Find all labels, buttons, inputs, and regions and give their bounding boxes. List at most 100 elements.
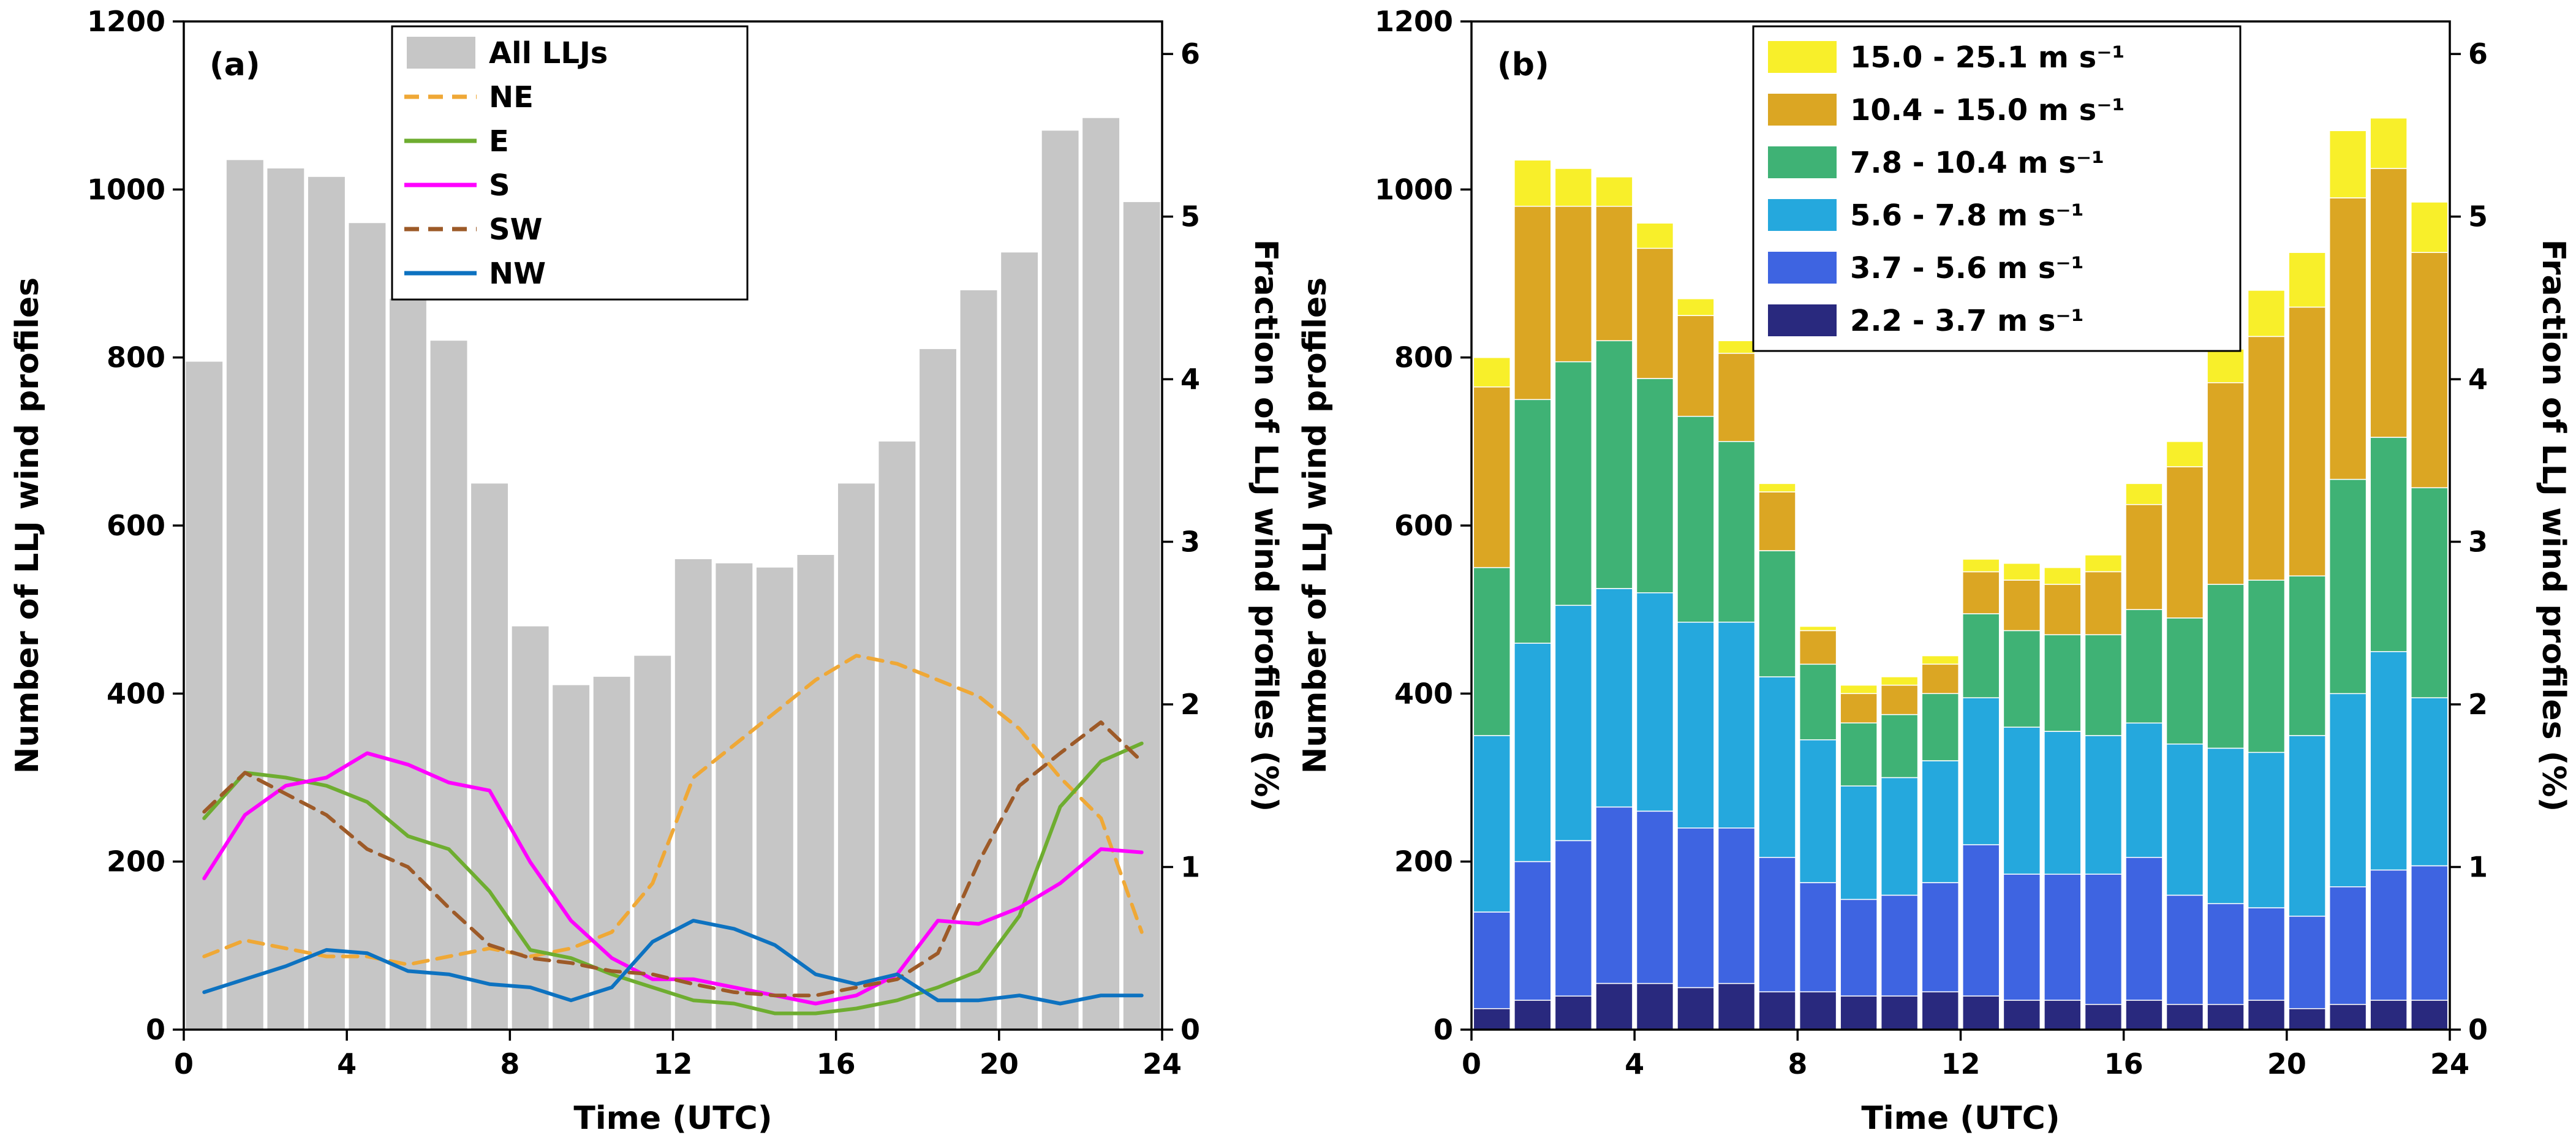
- stacked-bar-segment: [2247, 752, 2286, 908]
- stacked-bar-segment: [2329, 478, 2367, 695]
- stacked-bar-segment: [1921, 882, 1959, 993]
- stacked-bar-segment: [2247, 1000, 2286, 1030]
- legend-label: 3.7 - 5.6 m s⁻¹: [1850, 251, 2084, 285]
- stacked-bar-segment: [1636, 222, 1674, 249]
- panel-label: (a): [210, 47, 260, 83]
- y-left-tick-label: 1000: [1375, 173, 1453, 206]
- panel-a-chart: 0 4 8 12 16 20 240200400600800100012000123456T…: [9, 5, 1284, 1137]
- y-left-tick-label: 600: [1394, 509, 1453, 542]
- stacked-bar-segment: [1636, 592, 1674, 812]
- stacked-bar-segment: [2084, 634, 2123, 736]
- stacked-bar-segment: [2003, 630, 2041, 728]
- legend-label: SW: [489, 213, 543, 247]
- stacked-bar-segment: [1799, 991, 1837, 1030]
- stacked-bar-segment: [1473, 386, 1511, 568]
- stacked-bar-segment: [2370, 168, 2408, 438]
- bar: [634, 655, 671, 1030]
- x-tick-label: 12: [1941, 1047, 1980, 1080]
- stacked-bar-segment: [2207, 1004, 2245, 1030]
- stacked-bar-segment: [2044, 584, 2082, 636]
- stacked-bar-segment: [2003, 579, 2041, 631]
- x-tick-label: 4: [337, 1047, 357, 1080]
- line-SW: [202, 720, 1144, 998]
- legend-label: 2.2 - 3.7 m s⁻¹: [1850, 304, 2084, 338]
- stacked-bar-segment: [1636, 810, 1674, 984]
- stacked-bar-segment: [2125, 722, 2163, 858]
- y-right-tick-label: 2: [1180, 688, 1200, 721]
- y-axis-left-label: Number of LLJ wind profiles: [9, 277, 46, 774]
- stacked-bar-segment: [2329, 886, 2367, 1005]
- y-left-tick-label: 800: [1394, 341, 1453, 374]
- x-tick-label: 16: [817, 1047, 856, 1080]
- panel-b-bars: [1473, 117, 2449, 1030]
- stacked-bar-segment: [1840, 722, 1878, 786]
- panel-label: (b): [1497, 47, 1549, 83]
- stacked-bar-segment: [1880, 894, 1919, 997]
- stacked-bar-segment: [1677, 298, 1715, 316]
- stacked-bar-segment: [2288, 916, 2326, 1009]
- x-tick-label: 20: [980, 1047, 1019, 1080]
- stacked-bar-segment: [1473, 1008, 1511, 1030]
- panel-b-legend: 15.0 - 25.1 m s⁻¹ 10.4 - 15.0 m s⁻¹ 7.8 - …: [1752, 25, 2242, 352]
- x-tick-label: 8: [500, 1047, 519, 1080]
- stacked-bar-segment: [2166, 441, 2204, 467]
- bar: [878, 441, 916, 1030]
- bar: [186, 361, 223, 1030]
- x-tick-label: 24: [1143, 1047, 1182, 1080]
- bar: [308, 176, 345, 1030]
- stacked-bar-segment: [1554, 840, 1593, 997]
- stacked-bar-segment: [1473, 567, 1511, 736]
- stacked-bar-segment: [1962, 571, 2000, 614]
- line-S: [202, 751, 1144, 1006]
- legend-label: 15.0 - 25.1 m s⁻¹: [1850, 40, 2125, 75]
- stacked-bar-segment: [1840, 693, 1878, 724]
- panel-a-axes: [173, 20, 1173, 1041]
- stacked-bar-segment: [2411, 1000, 2449, 1030]
- y-right-tick-label: 5: [1180, 200, 1200, 233]
- legend-label: S: [489, 168, 510, 203]
- stacked-bar-segment: [2166, 466, 2204, 619]
- stacked-bar-segment: [1921, 655, 1959, 665]
- stacked-bar-segment: [1717, 353, 1756, 442]
- stacked-bar-segment: [2370, 869, 2408, 1001]
- x-tick-label: 8: [1788, 1047, 1807, 1080]
- y-left-tick-label: 1200: [1375, 5, 1453, 38]
- stacked-bar-segment: [1514, 159, 1552, 207]
- stacked-bar-segment: [2125, 503, 2163, 610]
- stacked-bar-segment: [1636, 982, 1674, 1030]
- stacked-bar-segment: [1758, 857, 1796, 993]
- bar: [716, 563, 753, 1030]
- stacked-bar-segment: [2411, 487, 2449, 698]
- stacked-bar-segment: [1921, 991, 1959, 1030]
- stacked-bar-segment: [1554, 605, 1593, 842]
- bar: [1123, 202, 1160, 1030]
- y-left-tick-label: 800: [107, 341, 165, 374]
- stacked-bar-segment: [1514, 399, 1552, 644]
- stacked-bar-segment: [2329, 197, 2367, 480]
- stacked-bar-segment: [2125, 609, 2163, 724]
- stacked-bar-segment: [1799, 739, 1837, 883]
- stacked-bar-segment: [2411, 865, 2449, 1001]
- stacked-bar-segment: [2370, 437, 2408, 652]
- y-axis-left-label: Number of LLJ wind profiles: [1297, 277, 1334, 774]
- y-left-tick-label: 600: [107, 509, 165, 542]
- stacked-bar-segment: [1636, 247, 1674, 379]
- stacked-bar-segment: [2329, 693, 2367, 888]
- y-right-tick-label: 6: [2468, 37, 2488, 70]
- stacked-bar-segment: [1677, 621, 1715, 829]
- panel-a-bars: [186, 118, 1160, 1030]
- y-left-tick-label: 400: [107, 677, 165, 710]
- stacked-bar-segment: [2207, 382, 2245, 585]
- bar: [471, 483, 508, 1030]
- legend-label: NE: [489, 80, 534, 115]
- stacked-bar-segment: [1514, 1000, 1552, 1030]
- legend-swatch-7.8-10.4ms⁻¹: [1768, 146, 1837, 178]
- y-axis-right-label: Fraction of LLJ wind profiles (%): [2535, 239, 2572, 812]
- legend-swatch-AllLLJs: [407, 37, 475, 69]
- stacked-bar-segment: [2084, 735, 2123, 875]
- bar: [226, 160, 263, 1030]
- y-right-tick-label: 4: [1180, 363, 1200, 396]
- stacked-bar-segment: [1595, 206, 1633, 342]
- stacked-bar-segment: [2003, 1000, 2041, 1030]
